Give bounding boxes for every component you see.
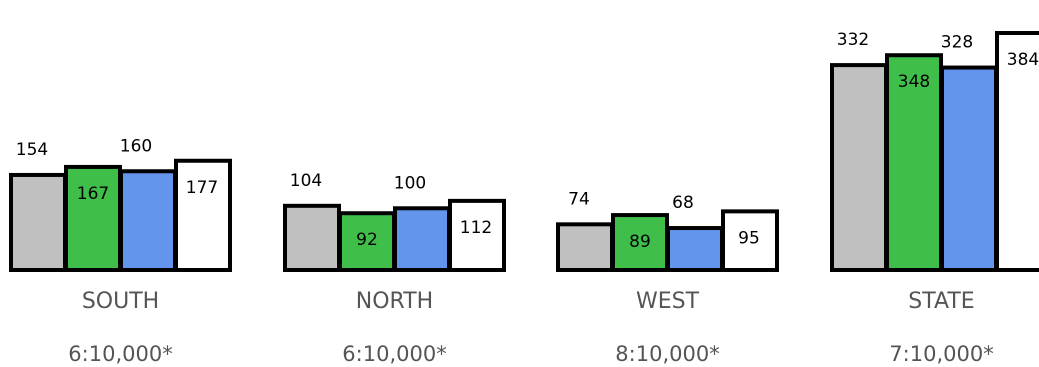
bar-state-1 xyxy=(830,63,888,272)
bar-north-2 xyxy=(338,211,396,272)
region-label-south: SOUTH xyxy=(82,289,159,314)
bar-north-1 xyxy=(283,203,341,272)
value-label-north-2: 92 xyxy=(356,230,378,250)
bar-south-1 xyxy=(9,172,67,272)
bar-west-3 xyxy=(666,226,724,272)
ratio-label-state: 7:10,000* xyxy=(889,342,993,366)
bar-south-2 xyxy=(64,164,122,272)
bar-group-state: 332 348 328 384 STATE 7:10,000* xyxy=(830,30,1039,366)
bar-north-4 xyxy=(448,198,506,272)
value-label-west-4: 95 xyxy=(738,228,760,248)
value-label-west-2: 89 xyxy=(629,232,651,252)
bar-group-west: 74 89 68 95 WEST 8:10,000* xyxy=(556,189,779,366)
value-label-south-4: 177 xyxy=(186,178,218,198)
region-label-north: NORTH xyxy=(356,289,433,314)
bar-west-1 xyxy=(556,222,614,272)
value-label-state-3: 328 xyxy=(941,33,973,53)
ratio-label-north: 6:10,000* xyxy=(342,342,446,366)
value-label-south-3: 160 xyxy=(120,136,152,156)
bar-south-4 xyxy=(174,158,232,272)
region-label-state: STATE xyxy=(908,289,974,314)
bar-group-north: 104 92 100 112 NORTH 6:10,000* xyxy=(283,171,506,366)
bar-group-south: 154 167 160 177 SOUTH 6:10,000* xyxy=(9,136,232,366)
value-label-south-2: 167 xyxy=(77,184,109,204)
bar-west-4 xyxy=(721,209,779,272)
bar-south-3 xyxy=(119,169,177,272)
value-label-state-4: 384 xyxy=(1007,50,1039,70)
value-label-north-3: 100 xyxy=(394,173,426,193)
bar-state-4 xyxy=(995,31,1039,272)
bar-north-3 xyxy=(393,206,451,272)
value-label-west-3: 68 xyxy=(672,193,694,213)
value-label-state-1: 332 xyxy=(837,30,869,50)
ratio-label-south: 6:10,000* xyxy=(68,342,172,366)
value-label-south-1: 154 xyxy=(16,140,48,160)
ratio-label-west: 8:10,000* xyxy=(615,342,719,366)
bar-state-3 xyxy=(940,65,998,272)
value-label-north-1: 104 xyxy=(290,171,322,191)
value-label-state-2: 348 xyxy=(898,72,930,92)
value-label-north-4: 112 xyxy=(460,218,492,238)
value-label-west-1: 74 xyxy=(568,189,590,209)
region-label-west: WEST xyxy=(636,289,700,314)
